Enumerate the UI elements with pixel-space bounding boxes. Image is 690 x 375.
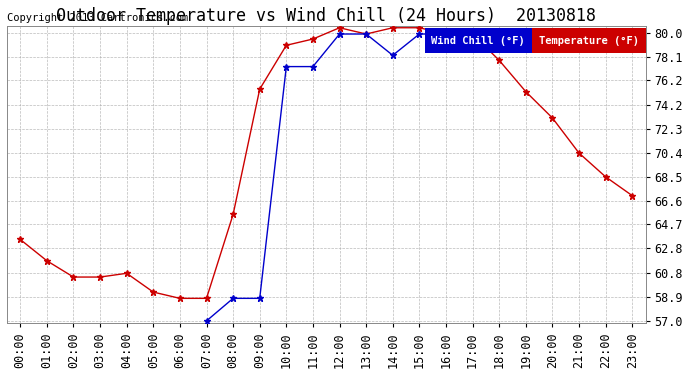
Title: Outdoor Temperature vs Wind Chill (24 Hours)  20130818: Outdoor Temperature vs Wind Chill (24 Ho… [57, 7, 596, 25]
Text: Copyright 2013 Cartronics.com: Copyright 2013 Cartronics.com [7, 13, 188, 23]
Text: Wind Chill (°F): Wind Chill (°F) [431, 36, 525, 46]
Text: Temperature (°F): Temperature (°F) [539, 36, 639, 46]
